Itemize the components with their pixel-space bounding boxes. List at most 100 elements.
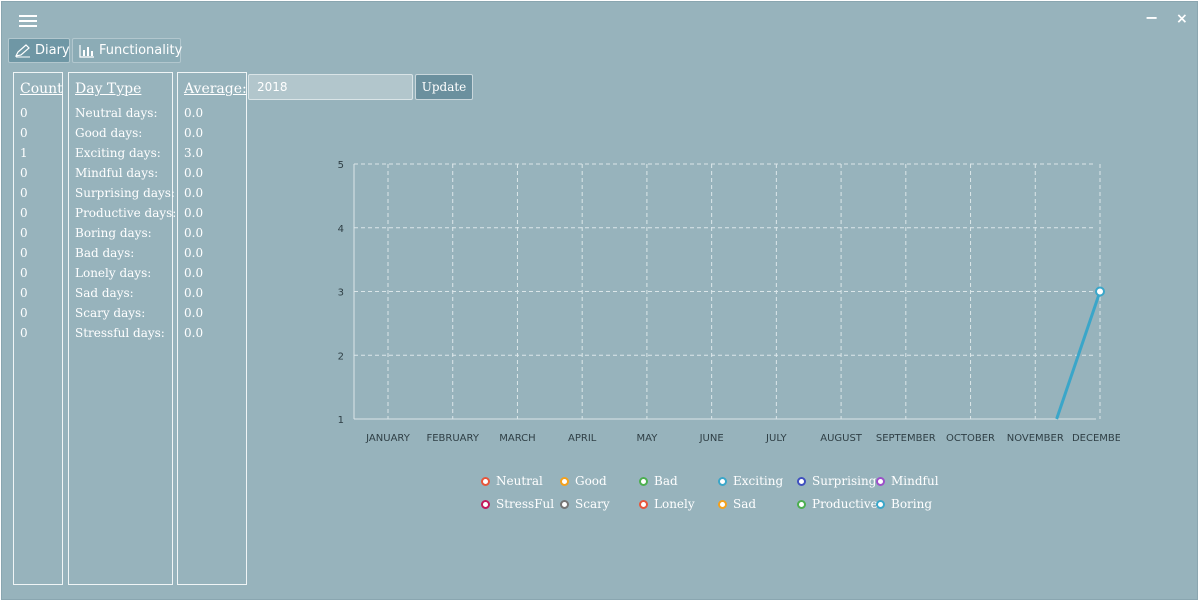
average-value: 3.0	[184, 146, 204, 160]
day-type-label: Lonely days:	[75, 266, 152, 280]
day-type-label: Stressful days:	[75, 326, 165, 340]
legend-label: Boring	[891, 497, 933, 511]
bar-chart-icon	[79, 44, 95, 58]
average-value: 0.0	[184, 246, 204, 260]
x-tick-label: NOVEMBER	[1007, 433, 1064, 444]
count-list: 0 0 1 0 0 0 0 0 0 0 0 0	[20, 104, 28, 344]
minimize-button[interactable]: −	[1145, 8, 1159, 27]
average-value: 0.0	[184, 226, 204, 240]
average-value: 0.0	[184, 166, 204, 180]
count-header: Count	[20, 81, 63, 97]
count-value: 0	[20, 166, 28, 180]
legend-item[interactable]: Surprising	[797, 474, 876, 488]
legend-label: Scary	[575, 497, 610, 511]
tab-diary[interactable]: Diary	[8, 38, 70, 63]
average-value: 0.0	[184, 266, 204, 280]
legend-label: Surprising	[812, 474, 877, 488]
legend-item[interactable]: StressFul	[481, 497, 554, 511]
day-type-list: Neutral days: Good days: Exciting days: …	[75, 104, 176, 344]
legend-label: Bad	[654, 474, 678, 488]
update-button[interactable]: Update	[415, 74, 473, 100]
x-tick-label: AUGUST	[820, 433, 863, 444]
legend-marker-icon	[718, 499, 727, 509]
x-tick-label: APRIL	[568, 433, 597, 444]
legend-marker-icon	[639, 499, 648, 509]
legend-item[interactable]: Sad	[718, 497, 756, 511]
count-value: 0	[20, 286, 28, 300]
day-type-label: Productive days:	[75, 206, 177, 220]
tab-functionality[interactable]: Functionality	[72, 38, 182, 63]
legend-marker-icon	[560, 476, 569, 486]
count-value: 0	[20, 266, 28, 280]
day-type-label: Surprising days:	[75, 186, 175, 200]
y-tick-label: 3	[338, 288, 344, 299]
x-tick-label: FEBRUARY	[426, 433, 479, 444]
legend-item[interactable]: Mindful	[876, 474, 939, 488]
legend-label: Lonely	[654, 497, 695, 511]
x-tick-label: SEPTEMBER	[876, 433, 936, 444]
y-tick-label: 4	[338, 224, 344, 235]
tab-diary-label: Diary	[35, 43, 70, 58]
average-column: Average: 0.0 0.0 3.0 0.0 0.0 0.0 0.0 0.0…	[177, 72, 247, 585]
day-type-label: Scary days:	[75, 306, 146, 320]
count-value: 0	[20, 226, 28, 240]
legend-marker-icon	[639, 476, 648, 486]
day-type-label: Mindful days:	[75, 166, 159, 180]
count-column: Count 0 0 1 0 0 0 0 0 0 0 0 0	[13, 72, 63, 585]
mood-line-chart: 1 2 3 4 5 JANUARY FEBRUARY MARCH APRIL MAY JUNE JUL…	[338, 160, 1120, 444]
hamburger-menu-icon[interactable]	[19, 13, 37, 29]
pen-icon	[15, 43, 31, 58]
average-value: 0.0	[184, 186, 204, 200]
count-value: 0	[20, 206, 28, 220]
legend-marker-icon	[481, 476, 490, 486]
legend-marker-icon	[797, 499, 806, 509]
year-input[interactable]	[248, 74, 413, 100]
legend-item[interactable]: Bad	[639, 474, 678, 488]
legend-item[interactable]: Lonely	[639, 497, 695, 511]
legend-marker-icon	[718, 476, 727, 486]
average-value: 0.0	[184, 126, 204, 140]
average-list: 0.0 0.0 3.0 0.0 0.0 0.0 0.0 0.0 0.0 0.0 …	[184, 104, 203, 344]
count-value: 1	[20, 146, 28, 160]
x-tick-label: JULY	[765, 433, 788, 444]
series-line	[1055, 291, 1102, 420]
average-header: Average:	[184, 81, 247, 97]
day-type-label: Sad days:	[75, 286, 134, 300]
average-value: 0.0	[184, 326, 204, 340]
legend-label: StressFul	[496, 497, 555, 511]
legend-marker-icon	[560, 499, 569, 509]
x-tick-label: MAY	[637, 433, 659, 444]
legend-marker-icon	[797, 476, 806, 486]
average-value: 0.0	[184, 206, 204, 220]
x-tick-label: MARCH	[499, 433, 535, 444]
legend-marker-icon	[876, 476, 885, 486]
day-type-label: Good days:	[75, 126, 143, 140]
x-tick-label: DECEMBER	[1072, 433, 1120, 444]
legend-item[interactable]: Boring	[876, 497, 932, 511]
legend-marker-icon	[876, 499, 885, 509]
day-type-label: Bad days:	[75, 246, 135, 260]
legend-label: Mindful	[891, 474, 939, 488]
count-value: 0	[20, 126, 28, 140]
y-tick-label: 2	[338, 351, 344, 362]
legend-marker-icon	[481, 499, 490, 509]
legend-item[interactable]: Productive	[797, 497, 878, 511]
y-tick-label: 5	[338, 160, 344, 171]
day-type-header: Day Type	[75, 81, 142, 97]
average-value: 0.0	[184, 286, 204, 300]
legend-item[interactable]: Exciting	[718, 474, 783, 488]
count-value: 0	[20, 186, 28, 200]
average-value: 0.0	[184, 106, 204, 120]
day-type-label: Exciting days:	[75, 146, 161, 160]
legend-label: Neutral	[496, 474, 543, 488]
legend-label: Exciting	[733, 474, 784, 488]
x-tick-label: JANUARY	[365, 433, 411, 444]
count-value: 0	[20, 106, 28, 120]
x-tick-label: OCTOBER	[946, 433, 995, 444]
legend-item[interactable]: Good	[560, 474, 607, 488]
close-button[interactable]: ×	[1176, 11, 1188, 27]
count-value: 0	[20, 326, 28, 340]
legend-item[interactable]: Scary	[560, 497, 610, 511]
legend-item[interactable]: Neutral	[481, 474, 543, 488]
data-point	[1095, 286, 1105, 297]
